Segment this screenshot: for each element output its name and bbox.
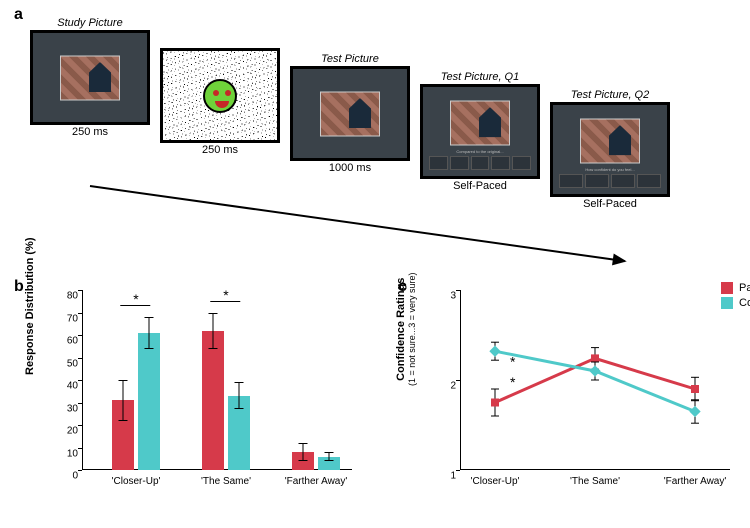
y-tick-mark [456,470,460,471]
option-bar [429,156,531,170]
stimulus-photo-icon [320,91,380,136]
y-tick-mark [78,290,82,291]
time-arrow-icon [90,185,625,262]
y-tick-mark [456,380,460,381]
y-tick-mark [78,335,82,336]
y-axis-sublabel: (1 = not sure...3 = very sure) [407,272,417,386]
bar-controls [138,333,160,470]
series-svg: ** [460,290,730,470]
y-tick: 0 [72,471,82,482]
q2-prompt: How confident do you feel... [553,167,667,172]
y-tick-mark [78,313,82,314]
significance-marker: * [223,287,228,303]
q1-prompt: Compared to the original... [423,149,537,154]
error-bar [123,380,124,421]
marker-diamond [589,365,600,376]
frame-mask: 250 ms [160,48,280,143]
stimulus-photo-icon [580,118,640,163]
frame-q2: Test Picture, Q2 How confident do you fe… [550,102,670,197]
legend: Patients Controls [721,282,750,312]
fixation-face-icon [203,79,237,113]
frame-title: Test Picture [293,53,407,65]
panel-b-barchart: Response Distribution (%) 0 10 20 30 40 … [22,280,362,510]
y-tick-mark [78,358,82,359]
legend-label: Controls [739,297,750,309]
frame-q1: Test Picture, Q1 Compared to the origina… [420,84,540,179]
significance-marker: * [510,354,516,370]
option-bar [559,174,661,188]
y-tick-mark [78,448,82,449]
frame-title: Test Picture, Q1 [423,71,537,83]
y-tick-mark [78,380,82,381]
y-tick: 1 [450,471,460,482]
error-bar [303,443,304,461]
y-tick: 60 [67,336,82,347]
y-tick: 40 [67,381,82,392]
y-tick: 10 [67,448,82,459]
axes: 0 10 20 30 40 50 60 70 80 [82,290,352,470]
legend-swatch [721,297,733,309]
y-axis-label: Response Distribution (%) [24,237,36,375]
x-tick: 'Farther Away' [664,470,727,487]
stimulus-photo-icon [60,55,120,100]
frame-study: Study Picture 250 ms [30,30,150,125]
marker-diamond [689,406,700,417]
frame-duration: 250 ms [33,126,147,138]
frame-duration: 1000 ms [293,162,407,174]
panel-c-linechart: Confidence Ratings (1 = not sure...3 = v… [400,280,740,510]
significance-marker: * [510,374,516,390]
bar-patients [202,331,224,471]
significance-marker: * [133,291,138,307]
y-axis-line [82,290,83,470]
y-tick: 3 [450,291,460,302]
error-bar [329,452,330,461]
error-bar [239,382,240,409]
x-tick: 'The Same' [570,470,620,487]
x-tick: 'Closer-Up' [471,470,520,487]
y-tick: 2 [450,381,460,392]
y-tick: 50 [67,358,82,369]
bar-controls [318,457,340,471]
bar-patients [112,400,134,470]
y-tick: 30 [67,403,82,414]
significance-bracket [120,305,150,306]
y-tick: 70 [67,313,82,324]
y-tick-mark [78,425,82,426]
marker-square [491,399,499,407]
significance-bracket [210,301,240,302]
frame-duration: 250 ms [163,144,277,156]
x-tick: 'Farther Away' [285,470,348,487]
frame-duration: Self-Paced [553,198,667,210]
bar-patients [292,452,314,470]
legend-label: Patients [739,282,750,294]
axes: ** 1 2 3 'Closer-Up''The Same''Farther A… [460,290,730,470]
legend-item-controls: Controls [721,297,750,309]
frame-test: Test Picture 1000 ms [290,66,410,161]
legend-item-patients: Patients [721,282,750,294]
x-tick: 'The Same' [201,470,251,487]
frame-title: Test Picture, Q2 [553,89,667,101]
x-tick: 'Closer-Up' [112,470,161,487]
panel-a-sequence: Study Picture 250 ms 250 ms Test Picture… [30,10,730,240]
y-tick-mark [456,290,460,291]
stimulus-photo-icon [450,100,510,145]
error-bar [149,317,150,349]
y-tick-mark [78,470,82,471]
y-tick: 80 [67,291,82,302]
y-axis-label: Confidence Ratings [395,272,407,386]
marker-diamond [489,346,500,357]
legend-swatch [721,282,733,294]
marker-square [591,354,599,362]
panel-a-label: a [14,6,23,24]
frame-title: Study Picture [33,17,147,29]
y-tick-mark [78,403,82,404]
frame-duration: Self-Paced [423,180,537,192]
marker-square [691,385,699,393]
bar-controls [228,396,250,470]
y-tick: 20 [67,426,82,437]
error-bar [213,313,214,349]
